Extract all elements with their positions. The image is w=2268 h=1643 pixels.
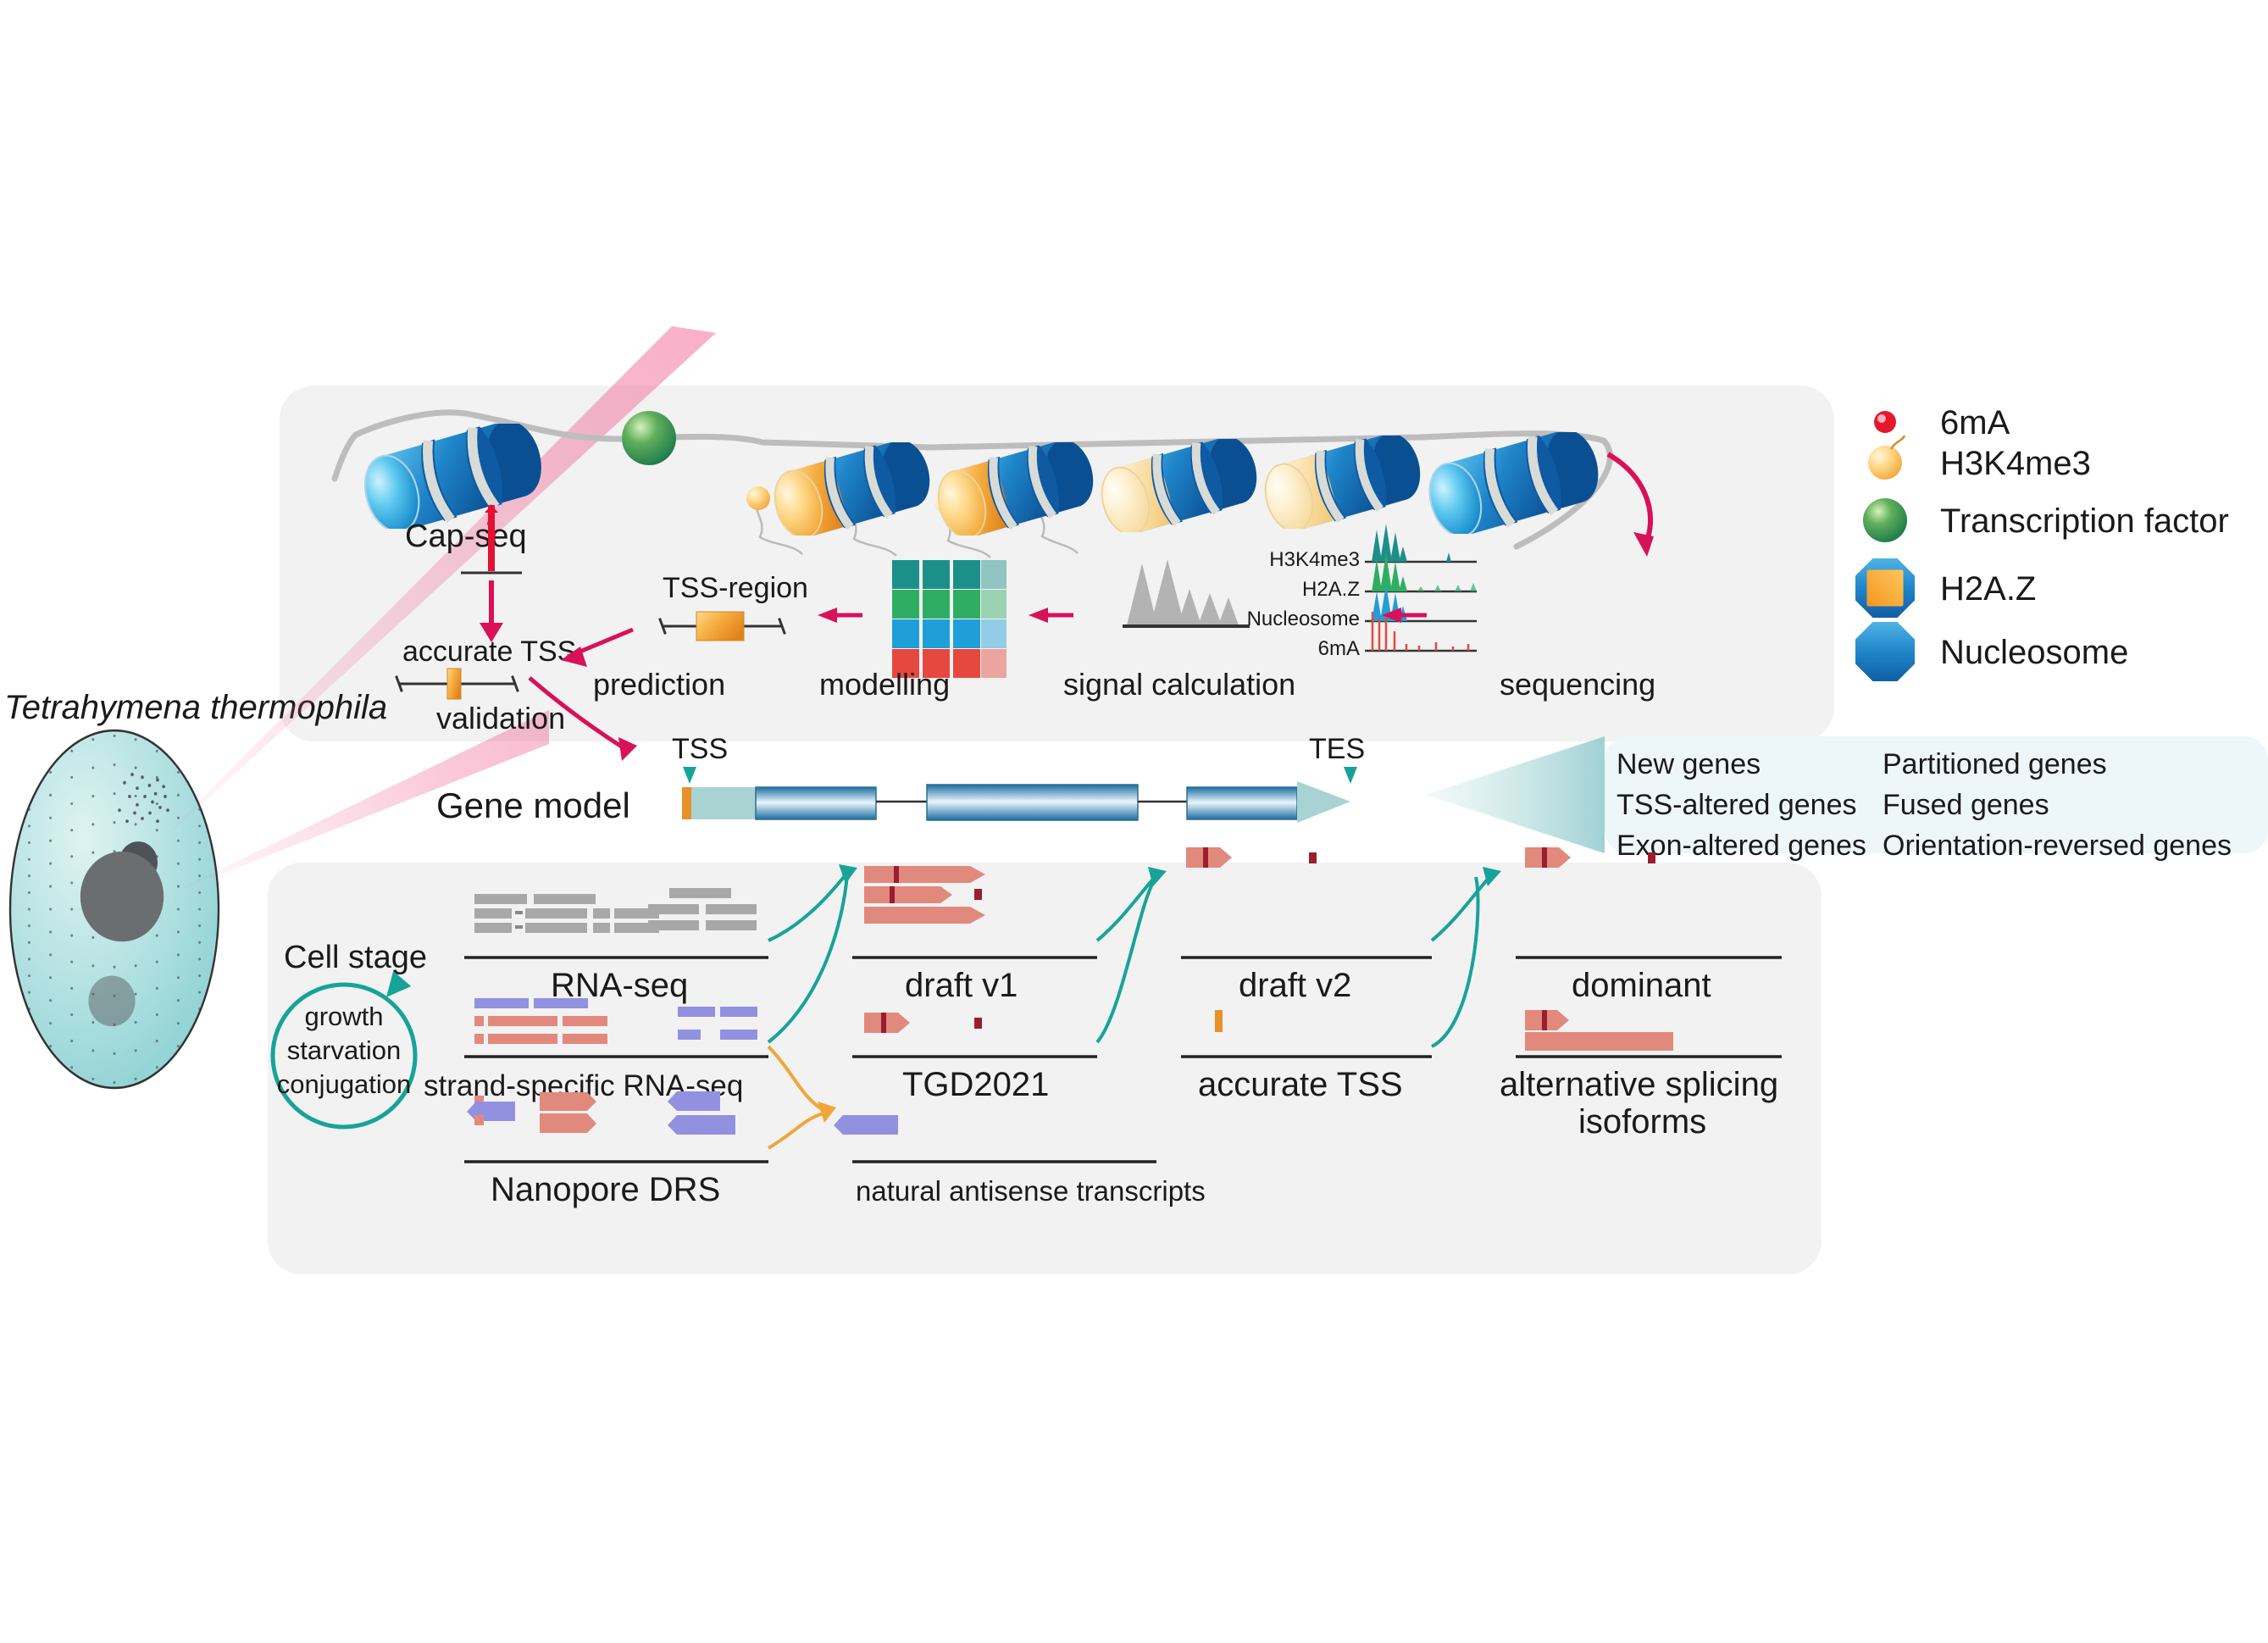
svg-text:Nucleosome: Nucleosome <box>1940 634 2128 671</box>
svg-text:6mA: 6mA <box>1318 637 1360 660</box>
svg-text:H3K4me3: H3K4me3 <box>1269 548 1360 571</box>
svg-text:Cap-seq: Cap-seq <box>405 519 527 554</box>
svg-text:TSS: TSS <box>672 733 728 765</box>
svg-text:sequencing: sequencing <box>1500 667 1655 702</box>
svg-text:draft v2: draft v2 <box>1239 967 1351 1004</box>
svg-text:isoforms: isoforms <box>1578 1103 1706 1141</box>
svg-text:draft v1: draft v1 <box>905 967 1018 1004</box>
svg-text:starvation: starvation <box>287 1035 401 1065</box>
svg-text:Transcription factor: Transcription factor <box>1940 502 2229 540</box>
svg-text:H2A.Z: H2A.Z <box>1302 578 1360 601</box>
svg-text:H2A.Z: H2A.Z <box>1940 570 2036 608</box>
svg-text:TSS-region: TSS-region <box>663 572 808 604</box>
svg-text:Gene model: Gene model <box>436 785 630 825</box>
svg-text:accurate TSS: accurate TSS <box>402 636 576 668</box>
svg-text:prediction: prediction <box>593 667 725 702</box>
svg-text:TES: TES <box>1309 733 1365 765</box>
svg-text:signal calculation: signal calculation <box>1063 667 1295 702</box>
svg-text:Nanopore DRS: Nanopore DRS <box>491 1171 720 1208</box>
svg-text:validation: validation <box>436 701 565 735</box>
svg-text:modelling: modelling <box>819 667 950 702</box>
svg-text:accurate TSS: accurate TSS <box>1198 1066 1403 1103</box>
svg-text:TGD2021: TGD2021 <box>902 1066 1049 1103</box>
svg-text:natural antisense transcripts: natural antisense transcripts <box>856 1175 1206 1207</box>
svg-text:alternative splicing: alternative splicing <box>1500 1066 1778 1103</box>
svg-text:H3K4me3: H3K4me3 <box>1940 445 2091 482</box>
svg-text:growth: growth <box>304 1002 383 1031</box>
svg-text:conjugation: conjugation <box>277 1069 412 1099</box>
svg-text:Cell stage: Cell stage <box>284 940 427 975</box>
svg-text:dominant: dominant <box>1572 967 1711 1004</box>
svg-text:6mA: 6mA <box>1940 404 2010 441</box>
svg-text:Nucleosome: Nucleosome <box>1247 608 1360 630</box>
